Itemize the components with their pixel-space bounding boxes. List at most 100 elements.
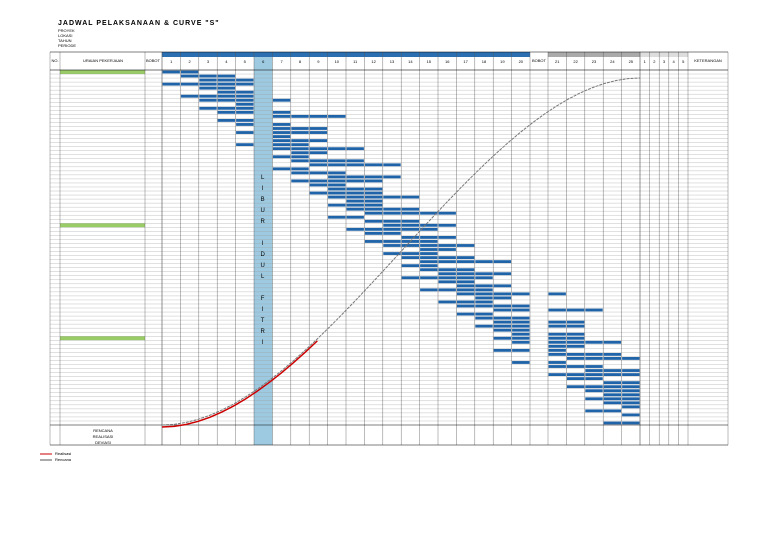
task-bar <box>272 98 291 102</box>
task-bar <box>438 288 456 292</box>
task-bar <box>236 131 254 134</box>
task-bar <box>364 231 383 235</box>
task-bar <box>180 74 199 78</box>
task-bar <box>420 288 438 292</box>
task-bar <box>438 276 456 280</box>
task-bar <box>438 272 456 276</box>
task-bar <box>328 187 346 191</box>
task-bar <box>383 163 401 167</box>
task-bar <box>180 94 199 98</box>
task-bar <box>438 211 456 215</box>
task-bar <box>438 244 456 247</box>
task-bar <box>383 211 401 215</box>
task-bar <box>328 179 346 183</box>
task-bar <box>346 147 364 151</box>
task-bar <box>383 219 401 223</box>
task-bar <box>512 336 530 340</box>
section-row <box>60 336 145 341</box>
task-bar <box>493 284 512 288</box>
task-bar <box>346 215 364 219</box>
task-bar <box>548 332 566 336</box>
task-bar <box>291 147 309 151</box>
week-no: 10 <box>335 59 340 64</box>
task-bar <box>328 114 346 118</box>
task-bar <box>622 413 640 417</box>
task-bar <box>217 82 236 86</box>
task-bar <box>401 244 420 247</box>
task-bar <box>438 235 456 239</box>
task-bar <box>512 361 530 364</box>
task-bar <box>493 272 512 276</box>
task-bar <box>272 139 291 143</box>
task-bar <box>438 256 456 260</box>
task-bar <box>217 98 236 102</box>
task-bar <box>328 159 346 163</box>
week-no: 8 <box>299 59 302 64</box>
task-bar <box>548 348 566 352</box>
task-bar <box>622 381 640 385</box>
task-bar <box>566 373 585 376</box>
task-bar <box>475 324 493 328</box>
week-no: 21 <box>555 59 560 64</box>
task-bar <box>438 248 456 251</box>
task-bar <box>585 385 603 389</box>
task-bar <box>603 385 622 389</box>
week-no: 11 <box>353 59 358 64</box>
task-bar <box>475 312 493 316</box>
task-bar <box>346 227 364 231</box>
task-bar <box>420 235 438 239</box>
task-bar <box>364 207 383 211</box>
week-no: 6 <box>262 59 265 64</box>
task-bar <box>493 308 512 312</box>
task-bar <box>364 187 383 191</box>
task-bar <box>566 308 585 312</box>
task-bar <box>456 312 475 316</box>
task-bar <box>401 219 420 223</box>
task-bar <box>603 357 622 360</box>
task-bar <box>438 268 456 272</box>
task-bar <box>548 365 566 368</box>
task-bar <box>512 308 530 312</box>
task-bar <box>401 235 420 239</box>
task-bar <box>566 377 585 381</box>
task-bar <box>217 110 236 114</box>
section-row <box>60 70 145 75</box>
task-bar <box>420 260 438 264</box>
task-bar <box>585 352 603 356</box>
task-bar <box>456 260 475 264</box>
task-bar <box>364 163 383 167</box>
task-bar <box>622 401 640 405</box>
task-bar <box>493 296 512 300</box>
task-bar <box>622 393 640 397</box>
task-bar <box>548 320 566 324</box>
task-bar <box>309 147 328 151</box>
task-bar <box>603 381 622 385</box>
task-bar <box>364 240 383 243</box>
legend-label: Realisasi <box>55 451 71 456</box>
task-bar <box>512 328 530 332</box>
task-bar <box>420 211 438 215</box>
task-bar <box>438 260 456 264</box>
task-bar <box>309 139 328 143</box>
task-bar <box>162 82 180 86</box>
task-bar <box>346 159 364 163</box>
week-no: 12 <box>371 59 376 64</box>
task-bar <box>512 292 530 296</box>
task-bar <box>272 131 291 134</box>
task-bar <box>585 308 603 312</box>
task-bar <box>272 114 291 118</box>
col-uraian: URAIAN PEKERJAAN <box>83 58 123 63</box>
task-bar <box>364 195 383 199</box>
task-bar <box>383 252 401 255</box>
task-bar <box>346 191 364 195</box>
task-bar <box>603 393 622 397</box>
task-bar <box>512 324 530 328</box>
task-bar <box>217 106 236 110</box>
week-no: 24 <box>610 59 615 64</box>
task-bar <box>420 268 438 272</box>
task-bar <box>272 135 291 138</box>
task-bar <box>622 405 640 409</box>
task-bar <box>475 316 493 320</box>
